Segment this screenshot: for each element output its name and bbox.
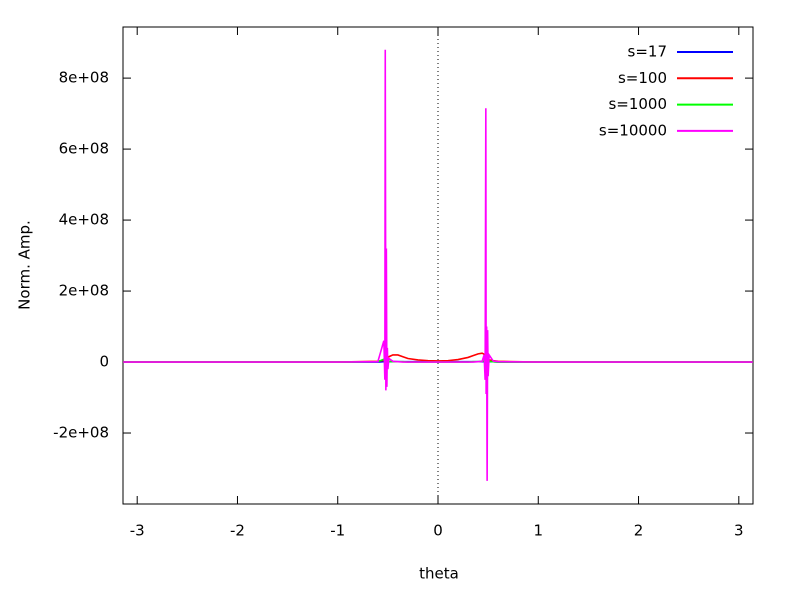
y-tick-label: 2e+08 bbox=[59, 282, 109, 300]
legend-label: s=100 bbox=[618, 69, 667, 87]
x-tick-label: 2 bbox=[634, 522, 644, 540]
y-tick-label: 4e+08 bbox=[59, 211, 109, 229]
x-tick-label: -2 bbox=[230, 522, 245, 540]
x-tick-label: -1 bbox=[330, 522, 345, 540]
x-axis-label: theta bbox=[419, 565, 459, 583]
y-tick-label: 8e+08 bbox=[59, 69, 109, 87]
series-line bbox=[123, 352, 753, 363]
legend-label: s=17 bbox=[628, 43, 667, 61]
legend-label: s=10000 bbox=[599, 121, 667, 139]
y-tick-label: 6e+08 bbox=[59, 140, 109, 158]
series-line bbox=[123, 49, 753, 481]
x-tick-label: 1 bbox=[533, 522, 543, 540]
y-tick-label: 0 bbox=[99, 353, 109, 371]
x-tick-label: -3 bbox=[130, 522, 145, 540]
y-tick-label: -2e+08 bbox=[53, 424, 109, 442]
legend-label: s=1000 bbox=[608, 95, 667, 113]
x-tick-label: 3 bbox=[734, 522, 744, 540]
x-tick-label: 0 bbox=[433, 522, 443, 540]
y-axis-label: Norm. Amp. bbox=[16, 220, 34, 310]
